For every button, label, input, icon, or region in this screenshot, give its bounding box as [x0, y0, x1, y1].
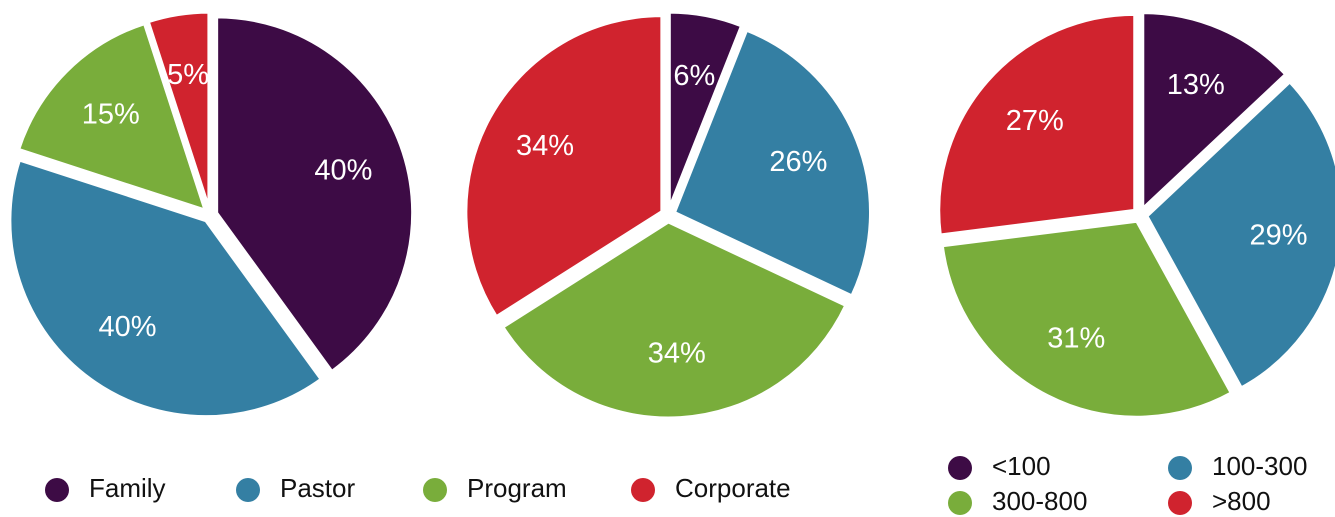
pie-slice — [464, 14, 664, 319]
pie-slice — [1145, 79, 1335, 390]
legend-label: >800 — [1212, 486, 1271, 516]
pie-slice — [500, 220, 848, 420]
legend-label: Corporate — [675, 473, 791, 503]
pie-slice — [937, 12, 1137, 237]
legend-swatch — [631, 478, 655, 502]
legend-label: Family — [89, 473, 166, 503]
slice-label: 40% — [314, 154, 372, 186]
legend-label: <100 — [992, 451, 1051, 481]
legend-swatch — [1168, 491, 1192, 515]
legend-swatch — [236, 478, 260, 502]
legend-swatch — [423, 478, 447, 502]
pie-slice — [215, 15, 415, 374]
pie-slice — [8, 158, 324, 419]
legend-swatch — [45, 478, 69, 502]
pie-slice — [940, 219, 1234, 419]
slice-label: 29% — [1250, 220, 1308, 252]
legend-label: 300-800 — [992, 486, 1087, 516]
slice-label: 26% — [769, 146, 827, 178]
pie-slice — [146, 10, 211, 209]
legend-label: Pastor — [280, 473, 355, 503]
slice-label: 5% — [167, 59, 209, 91]
slice-label: 6% — [673, 60, 715, 92]
slice-label: 31% — [1047, 323, 1105, 355]
legend-swatch — [1168, 456, 1192, 480]
legend-swatch — [948, 491, 972, 515]
slice-label: 34% — [648, 338, 706, 370]
legend-label: 100-300 — [1212, 451, 1307, 481]
slice-label: 40% — [99, 311, 157, 343]
pie-slice — [672, 28, 872, 298]
legend-swatch — [948, 456, 972, 480]
pie-slice — [1141, 11, 1288, 213]
pie-slice — [16, 21, 208, 213]
slice-label: 13% — [1167, 69, 1225, 101]
slice-label: 27% — [1006, 105, 1064, 137]
legend-label: Program — [467, 473, 567, 503]
slice-label: 34% — [516, 130, 574, 162]
slice-label: 15% — [82, 98, 140, 130]
pie-slice — [667, 10, 744, 209]
